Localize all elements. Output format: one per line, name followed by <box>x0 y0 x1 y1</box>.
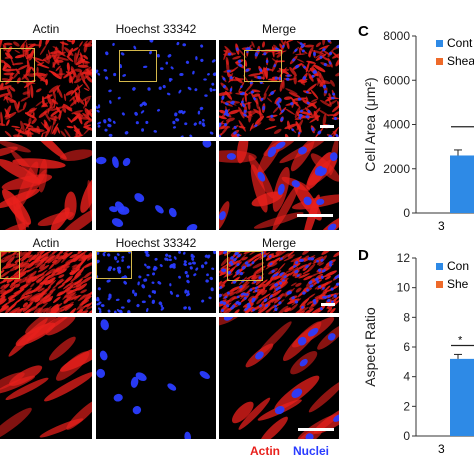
merge-overview-bottom <box>219 251 339 313</box>
legend-swatch <box>436 58 443 65</box>
label-merge-top: Merge <box>261 22 296 36</box>
legend-swatch <box>436 40 443 47</box>
y-axis-label: Cell Area (μm²) <box>362 77 378 171</box>
nuclei-zoom-top <box>96 141 216 230</box>
label-merge-bottom: Merge <box>261 236 296 250</box>
scale-bar <box>297 214 333 217</box>
y-tick-label: 4 <box>403 370 410 384</box>
legend-swatch <box>436 281 443 288</box>
zoom-box <box>0 48 35 82</box>
merge-zoom-bottom <box>219 317 339 439</box>
zoom-box <box>119 50 157 82</box>
panel-letter: D <box>358 247 369 264</box>
zoom-box <box>244 50 282 82</box>
legend-actin: Actin <box>250 444 280 458</box>
legend-swatch <box>436 263 443 270</box>
panel-letter: C <box>358 23 369 40</box>
significance-mark: * <box>458 335 463 347</box>
zoom-box <box>227 251 263 281</box>
nuclei-overview-top <box>96 40 216 137</box>
y-axis-label: Aspect Ratio <box>362 307 378 387</box>
label-actin-bottom: Actin <box>32 236 60 250</box>
y-tick-label: 8 <box>403 310 410 324</box>
legend-entry: Cont <box>447 36 473 50</box>
y-tick-label: 2 <box>403 399 410 413</box>
nuclei-zoom-bottom <box>96 317 216 439</box>
legend-entry: Con <box>447 259 469 273</box>
y-tick-label: 0 <box>403 206 410 220</box>
label-actin-top: Actin <box>32 22 60 36</box>
y-tick-label: 8000 <box>383 29 410 43</box>
actin-zoom-bottom <box>0 317 92 439</box>
bar-control <box>450 155 474 213</box>
y-tick-label: 0 <box>403 429 410 443</box>
y-tick-label: 4000 <box>383 118 410 132</box>
legend-nuclei: Nuclei <box>293 444 330 458</box>
label-hoechst-bottom: Hoechst 33342 <box>115 236 197 250</box>
category-label: 3 <box>438 219 445 233</box>
merge-zoom-top <box>219 141 339 230</box>
nuclei-overview-bottom <box>96 251 216 313</box>
category-label: 3 <box>438 442 445 456</box>
bar-control <box>450 358 474 436</box>
y-tick-label: 6000 <box>383 73 410 87</box>
merge-overview-top <box>219 40 339 137</box>
scale-bar <box>320 125 334 128</box>
actin-zoom-top <box>0 141 92 230</box>
y-tick-label: 10 <box>397 281 411 295</box>
scale-bar <box>321 303 335 306</box>
y-tick-label: 6 <box>403 340 410 354</box>
y-tick-label: 12 <box>397 251 411 265</box>
legend-entry: She <box>447 277 469 291</box>
actin-overview-bottom <box>0 251 92 313</box>
y-tick-label: 2000 <box>383 162 410 176</box>
actin-overview-top <box>0 40 92 137</box>
label-hoechst-top: Hoechst 33342 <box>115 22 197 36</box>
zoom-box <box>0 251 20 279</box>
zoom-box <box>96 251 132 279</box>
legend-entry: Shea <box>447 54 474 68</box>
scale-bar <box>298 428 334 431</box>
